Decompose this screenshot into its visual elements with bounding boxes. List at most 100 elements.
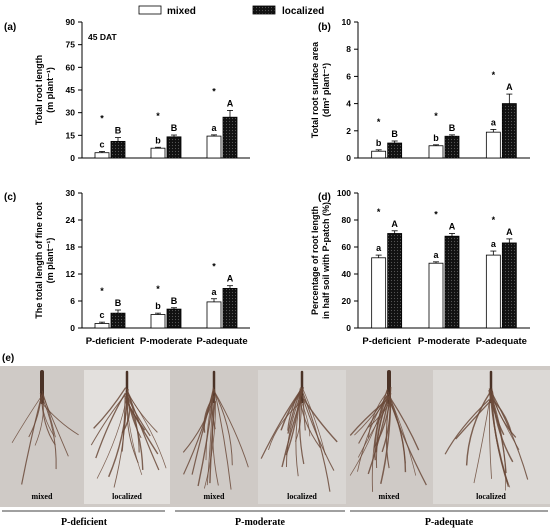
y-tick-label: 60 — [342, 242, 352, 252]
bar-mixed — [206, 301, 222, 329]
x-tick-label: P-deficient — [86, 336, 135, 347]
root-strand — [126, 399, 146, 431]
bar-localized — [110, 140, 126, 159]
root-system-4 — [260, 370, 338, 492]
group-label-P-adequate: P-adequate — [425, 517, 474, 528]
significance-star: * — [492, 215, 496, 225]
group-label-P-moderate: P-moderate — [235, 517, 286, 528]
root-strand — [491, 398, 513, 434]
legend-label-localized: localized — [282, 6, 324, 17]
y-tick-label: 15 — [66, 130, 76, 140]
root-strand — [203, 395, 215, 433]
significance-letter: a — [211, 123, 217, 133]
root-strand — [357, 401, 391, 458]
root-strand — [209, 400, 216, 484]
legend: mixed localized — [138, 5, 324, 17]
bar-mixed — [94, 323, 110, 329]
photo-label-mixed: mixed — [32, 492, 53, 501]
bar-localized — [110, 312, 126, 329]
annotation: 45 DAT — [88, 32, 117, 42]
x-tick-label: P-deficient — [362, 336, 411, 347]
root-strand — [488, 399, 492, 479]
significance-letter: B — [171, 296, 178, 306]
photo-label-mixed: mixed — [379, 492, 400, 501]
bar-localized — [222, 116, 238, 159]
significance-letter: B — [115, 298, 122, 308]
root-strand — [95, 392, 126, 459]
bar-localized — [501, 242, 517, 329]
significance-letter: b — [155, 135, 161, 145]
root-strand — [182, 395, 215, 453]
significance-letter: A — [227, 98, 234, 108]
y-tick-label: 12 — [66, 269, 76, 279]
y-tick-label: 0 — [346, 323, 351, 333]
chart-panel-a: (a) 0 15 30 45 60 75 90 Total root length (m plan… — [4, 17, 250, 163]
significance-star: * — [377, 207, 381, 217]
y-tick-label: 30 — [66, 188, 76, 198]
bar-localized — [501, 103, 517, 159]
y-tick-label: 40 — [342, 269, 352, 279]
root-drawings — [11, 370, 529, 492]
bar-mixed — [150, 314, 166, 329]
root-system-6 — [444, 370, 529, 491]
legend-swatch-mixed — [138, 5, 162, 15]
significance-star: * — [492, 70, 496, 80]
root-strand — [465, 392, 491, 466]
root-strand — [41, 390, 56, 438]
root-strand — [303, 398, 338, 443]
bar-localized — [166, 308, 182, 329]
photo-label-mixed: mixed — [204, 492, 225, 501]
y-axis-unit: (dm² plant⁻¹) — [321, 63, 331, 117]
y-tick-label: 0 — [346, 153, 351, 163]
root-strand — [28, 395, 42, 438]
significance-letter: a — [491, 117, 497, 127]
significance-letter: B — [115, 126, 122, 136]
panel-label-c: (c) — [4, 192, 16, 203]
bar-mixed — [485, 254, 501, 329]
root-strand — [388, 398, 427, 486]
y-tick-label: 0 — [70, 153, 75, 163]
y-tick-label: 0 — [70, 323, 75, 333]
group-label-P-deficient: P-deficient — [61, 517, 108, 528]
y-axis-label-2: in half soil with P-patch (%) — [321, 202, 331, 319]
root-strand — [212, 393, 219, 486]
y-axis-label: Percentage of root length — [310, 206, 320, 315]
panel-label-d: (d) — [318, 192, 331, 203]
y-tick-label: 18 — [66, 242, 76, 252]
root-strand — [212, 389, 249, 468]
significance-star: * — [434, 111, 438, 121]
bar-localized — [222, 287, 238, 329]
root-strand — [375, 398, 389, 453]
significance-letter: A — [506, 227, 513, 237]
significance-star: * — [212, 262, 216, 272]
root-strand — [300, 386, 331, 492]
significance-letter: b — [155, 301, 161, 311]
photo-label-localized: localized — [476, 492, 506, 501]
bar-localized — [166, 136, 182, 159]
root-system-1 — [11, 370, 79, 485]
y-tick-label: 75 — [66, 40, 76, 50]
root-strand — [300, 401, 311, 437]
bar-mixed — [485, 131, 501, 159]
significance-letter: c — [99, 310, 104, 320]
significance-letter: A — [227, 274, 234, 284]
bar-mixed — [371, 150, 387, 159]
root-system-2 — [90, 370, 167, 488]
bar-mixed — [428, 145, 444, 159]
y-tick-label: 6 — [70, 296, 75, 306]
bar-localized — [387, 233, 403, 329]
root-strand — [41, 398, 55, 437]
significance-star: * — [100, 286, 104, 296]
y-tick-label: 45 — [66, 85, 76, 95]
root-strand — [354, 394, 389, 436]
root-strand — [205, 390, 215, 461]
x-tick-label: P-adequate — [196, 336, 247, 347]
root-strand — [39, 400, 79, 436]
y-axis-label: Total root surface area — [310, 41, 320, 138]
y-axis-unit: (m plant⁻¹) — [45, 238, 55, 284]
significance-letter: A — [506, 82, 513, 92]
significance-star: * — [100, 114, 104, 124]
bar-mixed — [94, 152, 110, 159]
significance-star: * — [212, 86, 216, 96]
